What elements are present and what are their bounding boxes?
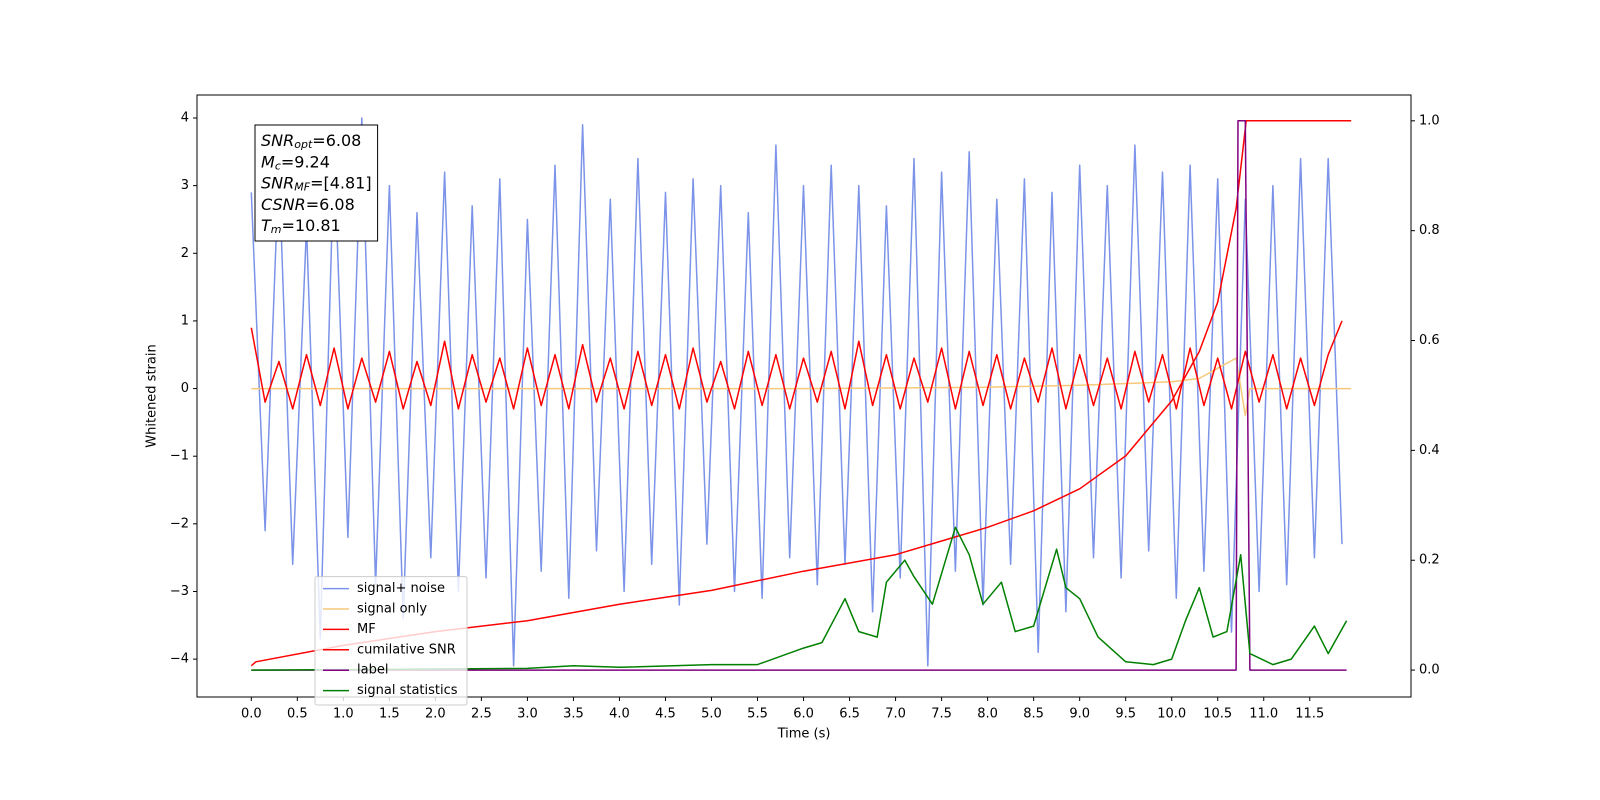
x-tick-label: 4.5: [655, 707, 676, 722]
y-tick-label: −1: [170, 449, 189, 464]
x-tick-label: 4.0: [609, 707, 630, 722]
annotation-line: Mc=9.24: [261, 152, 330, 173]
x-tick-label: 3.5: [563, 707, 584, 722]
legend-label: MF: [357, 622, 376, 637]
legend-label: signal statistics: [357, 683, 458, 698]
legend-frame: [314, 576, 468, 706]
y2-tick-label: 0.8: [1419, 223, 1440, 238]
x-tick-label: 8.5: [1023, 707, 1044, 722]
x-tick-label: 6.0: [793, 707, 814, 722]
x-tick-label: 2.0: [425, 707, 446, 722]
series-line: [251, 357, 1352, 417]
legend-label: label: [357, 663, 388, 678]
annotation-line: CSNR=6.08: [261, 194, 355, 213]
x-tick-label: 11.0: [1249, 707, 1278, 722]
x-axis-label: Time (s): [777, 727, 831, 742]
x-tick-label: 6.5: [839, 707, 860, 722]
annotation-symbol: SNR: [261, 173, 294, 192]
y-tick-label: 3: [181, 178, 189, 193]
x-tick-label: 7.0: [885, 707, 906, 722]
annotation-line: SNRopt=6.08: [261, 131, 361, 152]
x-tick-label: 3.0: [517, 707, 538, 722]
annotation-value: =6.08: [312, 131, 361, 150]
annotation-symbol: CSNR: [261, 194, 306, 213]
series-line: [250, 320, 1343, 410]
legend-label: cumilative SNR: [357, 642, 456, 657]
legend-label: signal+ noise: [357, 581, 445, 596]
y-tick-label: −2: [170, 516, 189, 531]
y-tick-label: 1: [181, 313, 189, 328]
x-tick-label: 2.5: [471, 707, 492, 722]
annotation-symbol: SNR: [261, 131, 294, 150]
x-tick-label: 11.5: [1295, 707, 1324, 722]
annotation-line: SNRMF=[4.81]: [261, 173, 372, 194]
y2-tick-label: 0.4: [1419, 443, 1440, 458]
annotation-value: =10.81: [282, 216, 341, 235]
y2-tick-label: 0.2: [1419, 553, 1440, 568]
x-tick-label: 0.5: [287, 707, 308, 722]
annotation-subscript: MF: [294, 181, 310, 194]
x-tick-label: 10.5: [1203, 707, 1232, 722]
x-tick-label: 9.5: [1115, 707, 1136, 722]
annotation-value: =6.08: [306, 194, 355, 213]
annotation-line: Tm=10.81: [261, 216, 341, 237]
annotation-symbol: M: [261, 152, 275, 171]
annotation-box: SNRopt=6.08Mc=9.24SNRMF=[4.81]CSNR=6.08T…: [254, 124, 379, 242]
y-tick-label: −3: [170, 584, 189, 599]
y2-tick-label: 0.6: [1419, 333, 1440, 348]
series-line: [250, 117, 1343, 667]
x-tick-label: 1.5: [379, 707, 400, 722]
y-tick-label: 2: [181, 246, 189, 261]
y-tick-label: 4: [181, 110, 189, 125]
series-line: [251, 526, 1348, 671]
x-tick-label: 5.5: [747, 707, 768, 722]
annotation-subscript: opt: [294, 138, 313, 151]
x-tick-label: 5.0: [701, 707, 722, 722]
x-tick-label: 1.0: [333, 707, 354, 722]
annotation-symbol: T: [261, 216, 272, 235]
x-tick-label: 9.0: [1069, 707, 1090, 722]
x-tick-label: 0.0: [241, 707, 262, 722]
x-tick-label: 8.0: [977, 707, 998, 722]
y2-tick-label: 1.0: [1419, 113, 1440, 128]
annotation-frame: [254, 124, 379, 242]
x-tick-label: 7.5: [931, 707, 952, 722]
series-line: [251, 120, 1347, 671]
y-axis-label: Whitened strain: [145, 344, 160, 447]
legend-label: signal only: [357, 602, 427, 617]
legend: signal+ noise signal only MF cumilative SNR…: [314, 576, 468, 706]
annotation-subscript: c: [275, 159, 281, 172]
y-tick-label: 0: [181, 381, 189, 396]
annotation-value: =[4.81]: [310, 173, 372, 192]
annotation-value: =9.24: [281, 152, 330, 171]
y-tick-label: −4: [170, 652, 189, 667]
x-tick-label: 10.0: [1157, 707, 1186, 722]
y2-tick-label: 0.0: [1419, 663, 1440, 678]
annotation-subscript: m: [271, 223, 282, 236]
